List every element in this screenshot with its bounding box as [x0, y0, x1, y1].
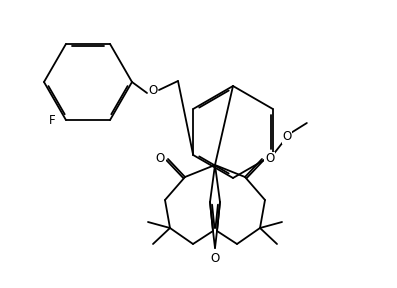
Text: O: O	[282, 130, 291, 143]
Text: O: O	[265, 153, 274, 166]
Text: O: O	[148, 84, 158, 98]
Text: O: O	[210, 251, 220, 264]
Text: O: O	[156, 153, 165, 166]
Text: F: F	[48, 113, 55, 127]
